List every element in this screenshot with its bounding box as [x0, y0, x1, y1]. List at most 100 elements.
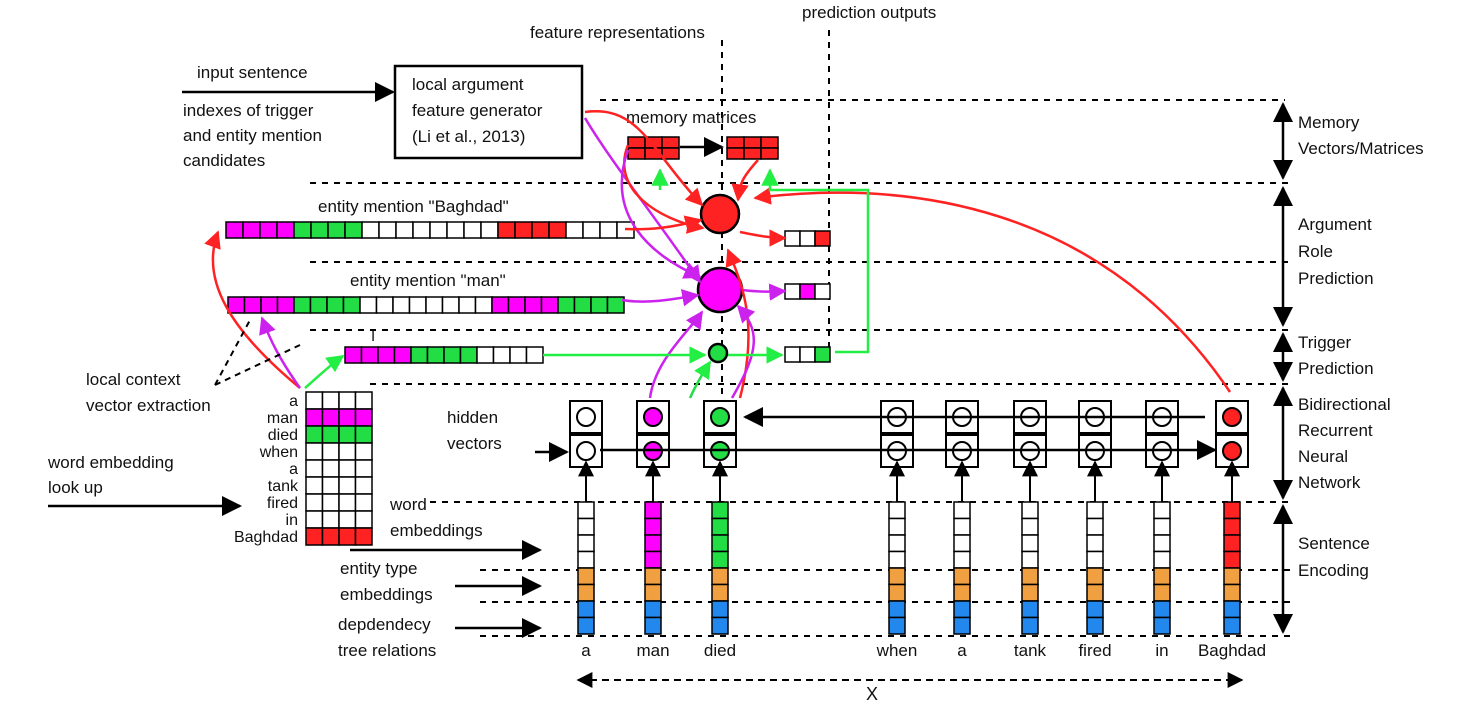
man-vector-cell [425, 296, 444, 314]
generator-line-2: feature generator [412, 101, 543, 120]
baghdad-vector-cell [395, 221, 414, 239]
memory-cell [743, 147, 762, 160]
baghdad-vector-cell [429, 221, 448, 239]
lookup-cell [305, 459, 324, 478]
sentence-word: in [1155, 641, 1168, 660]
section-rnn-2: Recurrent [1298, 421, 1373, 440]
baghdad-vector-cell [480, 221, 499, 239]
man-vector-cell [260, 296, 279, 314]
man-vector-cell [227, 296, 246, 314]
trigger-vector-cell [426, 346, 445, 364]
memory-cell [627, 147, 646, 160]
dependency-cell [711, 600, 729, 619]
argument-output-cell [799, 230, 816, 247]
section-argument-3: Prediction [1298, 269, 1374, 288]
man-vector-cell [309, 296, 328, 314]
hidden-node-backward [710, 407, 730, 427]
trigger-output-cell [784, 346, 801, 363]
lookup-word: a [289, 461, 298, 478]
word-embedding-cell [577, 517, 595, 536]
lookup-cell [321, 391, 340, 410]
baghdad-vector-cell [497, 221, 516, 239]
lookup-cell [354, 493, 373, 512]
lookup-cell [321, 510, 340, 529]
word-embedding-cell [1021, 534, 1039, 553]
memory-matrices-label: memory matrices [626, 108, 756, 127]
lookup-cell [354, 527, 373, 546]
hidden-node-backward [576, 407, 596, 427]
entity-type-cell [888, 583, 906, 602]
lookup-word: when [259, 444, 298, 461]
sentence-encoding-columns [577, 501, 1241, 635]
baghdad-vector-cell [293, 221, 312, 239]
word-embedding-cell [1153, 501, 1171, 520]
sentence-word: tank [1014, 641, 1047, 660]
word-embedding-cell [1223, 501, 1241, 520]
lookup-word: fired [267, 495, 298, 512]
baghdad-vector-cell [582, 221, 601, 239]
man-vector-cell [573, 296, 592, 314]
word-embedding-cell [577, 550, 595, 569]
lookup-cell [338, 408, 357, 427]
section-rnn-4: Network [1298, 473, 1361, 492]
lookup-cell [354, 510, 373, 529]
indexes-label-3: candidates [183, 151, 265, 170]
word-embedding-cell [1223, 550, 1241, 569]
feature-generator-box [393, 64, 584, 160]
man-vector-cell [326, 296, 345, 314]
lookup-cell [338, 476, 357, 495]
man-vector-cell [276, 296, 295, 314]
man-vector-cell [408, 296, 427, 314]
indexes-label-1: indexes of trigger [183, 101, 314, 120]
baghdad-vector-cell [412, 221, 431, 239]
dependency-cell [577, 616, 595, 635]
entity-type-cell [1153, 567, 1171, 586]
man-vector-cell [243, 296, 262, 314]
lookup-cell [305, 442, 324, 461]
word-embedding-cell [1021, 517, 1039, 536]
baghdad-vector-cell [361, 221, 380, 239]
entity-type-cell [888, 567, 906, 586]
man-vector-cell [540, 296, 559, 314]
sentence-word: when [876, 641, 918, 660]
lookup-cell [305, 493, 324, 512]
word-embedding-cell [888, 501, 906, 520]
sentence-word: fired [1078, 641, 1111, 660]
trigger-vector-cell [525, 346, 544, 364]
word-embedding-cell [1223, 517, 1241, 536]
dependency-cell [644, 616, 662, 635]
word-embedding-cell [577, 501, 595, 520]
word-embedding-cell [644, 550, 662, 569]
trigger-vector-cell [492, 346, 511, 364]
entity-baghdad-vector [225, 221, 635, 239]
entity-baghdad-label: entity mention "Baghdad" [318, 197, 509, 216]
entity-type-cell [1086, 583, 1104, 602]
local-context-label-1: local context [86, 370, 181, 389]
entity-type-cell [1223, 567, 1241, 586]
trigger-vector-cell [459, 346, 478, 364]
sentence-word: Baghdad [1198, 641, 1266, 660]
man-vector-cell [507, 296, 526, 314]
word-embedding-cell [1086, 517, 1104, 536]
man-vector-cell [474, 296, 493, 314]
baghdad-vector-cell [259, 221, 278, 239]
lookup-cell [321, 459, 340, 478]
word-embedding-label-2: look up [48, 478, 103, 497]
word-embedding-cell [711, 517, 729, 536]
baghdad-vector-cell [276, 221, 295, 239]
entity-man-label: entity mention "man" [350, 271, 506, 290]
word-embedding-cell [644, 501, 662, 520]
dependency-cell [1086, 600, 1104, 619]
hidden-node-backward [1222, 407, 1242, 427]
baghdad-vector-cell [514, 221, 533, 239]
lookup-cell [338, 493, 357, 512]
dependency-cell [888, 616, 906, 635]
dependency-cell [953, 600, 971, 619]
trigger-vector [344, 346, 544, 364]
word-embedding-cell [953, 501, 971, 520]
section-encoding-1: Sentence [1298, 534, 1370, 553]
sentence-word: died [704, 641, 736, 660]
lookup-word: in [286, 512, 298, 529]
trigger-vector-cell [377, 346, 396, 364]
